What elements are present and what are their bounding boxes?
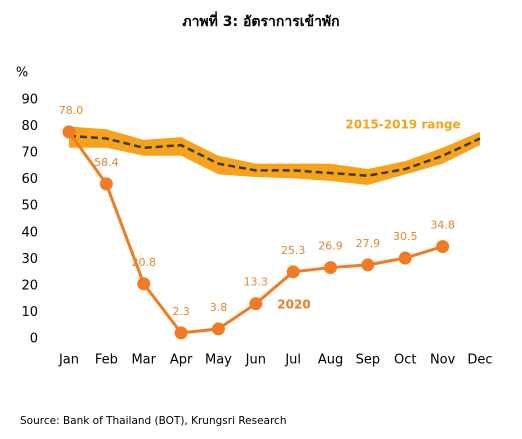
value-label: 58.4 — [94, 156, 119, 169]
value-label: 13.3 — [244, 276, 269, 289]
value-label: 25.3 — [281, 244, 306, 257]
y-tick-label: 60 — [21, 172, 38, 187]
point — [249, 297, 263, 311]
point — [436, 240, 450, 254]
value-label: 2.3 — [172, 305, 190, 318]
y-axis-label: % — [16, 66, 28, 81]
point — [62, 125, 76, 139]
y-tick-label: 90 — [21, 93, 38, 108]
y-tick-label: 30 — [21, 252, 38, 267]
y-tick-label: 40 — [21, 225, 38, 240]
value-label: 27.9 — [356, 237, 381, 250]
source: Source: Bank of Thailand (BOT), Krungsri… — [20, 415, 286, 427]
y-tick-label: 70 — [21, 146, 38, 161]
value-label: 3.8 — [210, 301, 228, 314]
x-tick-label: Jul — [284, 353, 301, 368]
x-tick-label: Dec — [467, 353, 492, 368]
x-tick-label: Feb — [95, 353, 118, 368]
value-label: 34.8 — [430, 219, 455, 232]
y-tick-label: 80 — [21, 119, 38, 134]
point — [137, 277, 151, 291]
x-tick-label: Jan — [58, 353, 79, 368]
value-label: 30.5 — [393, 230, 418, 243]
x-tick-label: May — [205, 353, 232, 368]
point — [361, 258, 375, 272]
x-tick-label: Oct — [394, 353, 416, 368]
chart-title: ภาพที่ 3: อัตราการเข้าพัก — [182, 11, 339, 30]
y-tick-label: 50 — [21, 199, 38, 214]
x-tick-label: Nov — [430, 353, 456, 368]
range-band — [69, 126, 480, 185]
point — [398, 251, 412, 265]
point — [99, 177, 113, 191]
x-tick-label: Aug — [318, 353, 343, 368]
point — [211, 322, 225, 336]
value-label: 20.8 — [131, 256, 156, 269]
y-tick-label: 20 — [21, 278, 38, 293]
band-label: 2015-2019 range — [345, 118, 460, 132]
value-label: 26.9 — [318, 240, 343, 253]
point — [174, 326, 188, 340]
x-tick-label: Apr — [170, 353, 193, 368]
x-tick-label: Sep — [356, 353, 381, 368]
value-label: 78.0 — [59, 104, 84, 117]
point — [286, 265, 300, 279]
y-tick-label: 0 — [30, 332, 38, 347]
x-tick-label: Mar — [131, 353, 156, 368]
series-label: 2020 — [277, 298, 310, 312]
y-tick-label: 10 — [21, 305, 38, 320]
x-tick-label: Jun — [245, 353, 266, 368]
average-line — [68, 134, 481, 177]
point — [324, 261, 338, 275]
